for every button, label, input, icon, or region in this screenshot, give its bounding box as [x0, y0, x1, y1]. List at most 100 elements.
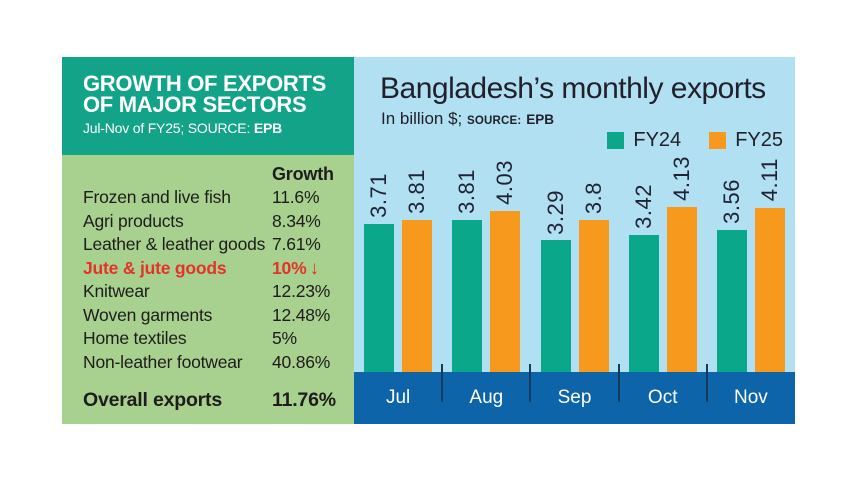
month-label-nov: Nov [734, 387, 768, 408]
bar-value-label: 3.29 [542, 189, 568, 235]
sector-growth-panel: GROWTH OF EXPORTS OF MAJOR SECTORS Jul-N… [62, 57, 354, 424]
bar-fy25 [754, 207, 785, 372]
chart-subtitle: In billion $; SOURCE: EPB [381, 109, 554, 129]
bar-fy24 [628, 235, 659, 372]
growth-value: 12.48% [272, 304, 331, 325]
bar-value-label: 4.13 [668, 155, 694, 201]
month-group-aug: 3.81 4.03 [442, 160, 530, 372]
table-header-row: Growth [83, 162, 344, 186]
bar-fy24 [364, 223, 395, 372]
chart-source: EPB [526, 112, 554, 127]
bar-fy25 [578, 220, 609, 372]
legend-item-fy25: FY25 [709, 129, 783, 152]
table-row: Home textiles 5% [83, 327, 344, 351]
bar-value-label: 3.81 [404, 168, 430, 214]
table-row: Jute & jute goods 10% ↓ [83, 257, 344, 281]
sector-panel-header: GROWTH OF EXPORTS OF MAJOR SECTORS Jul-N… [62, 57, 354, 155]
month-label-jul: Jul [385, 387, 411, 408]
bar-plot: 3.71 3.81 3.81 4.03 3.29 3.8 3.42 4.13 3.56 4.11 [354, 156, 795, 372]
table-row: Agri products 8.34% [83, 210, 344, 234]
table-row: Non-leather footwear 40.86% [83, 351, 344, 375]
bar-fy25 [666, 206, 697, 372]
sector-table-rows: Frozen and live fish 11.6% Agri products 8.… [83, 186, 344, 374]
bar-group: 3.56 [716, 178, 747, 372]
growth-value: 7.61% [272, 234, 321, 254]
chart-source-label: SOURCE: [467, 115, 522, 127]
bar-value-label: 3.81 [454, 168, 480, 214]
bar-fy24 [540, 240, 571, 372]
table-row: Frozen and live fish 11.6% [83, 186, 344, 210]
growth-column-header: Growth [272, 164, 334, 184]
month-group-oct: 3.42 4.13 [619, 156, 707, 372]
sector-panel-subtitle: Jul-Nov of FY25; SOURCE: EPB [83, 120, 340, 136]
sector-label: Frozen and live fish [83, 187, 231, 207]
growth-value: 11.6% [272, 187, 320, 207]
overall-exports-value: 11.76% [272, 389, 336, 411]
bar-group: 3.8 [578, 181, 609, 372]
chart-unit-label: In billion $; [381, 109, 463, 128]
legend-label: FY24 [633, 129, 682, 151]
growth-value: 40.86% [272, 351, 331, 372]
legend-label: FY25 [735, 129, 783, 151]
sector-label: Jute & jute goods [83, 257, 227, 278]
month-group-sep: 3.29 3.8 [530, 182, 618, 372]
month-label-sep: Sep [557, 387, 592, 408]
legend-swatch [709, 132, 727, 149]
sector-label: Knitwear [83, 281, 150, 301]
bar-group: 3.42 [628, 184, 659, 372]
month-label-aug: Aug [469, 387, 504, 408]
axis-tick [617, 364, 620, 402]
bar-value-label: 3.56 [718, 178, 744, 224]
sector-panel-source: EPB [253, 120, 283, 136]
bar-group: 3.29 [540, 189, 571, 372]
sector-label: Agri products [83, 210, 184, 231]
bar-group: 3.81 [452, 168, 483, 372]
bar-group: 3.81 [402, 168, 433, 372]
table-row: Knitwear 12.23% [83, 280, 344, 304]
bar-group: 3.71 [364, 172, 395, 372]
infographic: GROWTH OF EXPORTS OF MAJOR SECTORS Jul-N… [62, 57, 795, 424]
sector-label: Woven garments [83, 304, 213, 325]
table-row: Leather & leather goods 7.61% [83, 233, 344, 257]
bar-value-label: 3.71 [366, 172, 392, 218]
bar-fy24 [452, 219, 483, 372]
growth-value: 5% [272, 328, 297, 348]
bar-value-label: 4.11 [756, 158, 782, 202]
bar-group: 4.03 [490, 159, 521, 372]
bar-group: 4.11 [754, 158, 785, 372]
growth-value: 12.23% [272, 281, 331, 301]
overall-exports-row: Overall exports 11.76% [83, 387, 344, 413]
sector-label: Non-leather footwear [83, 351, 243, 372]
bar-value-label: 4.03 [492, 159, 518, 205]
month-label-oct: Oct [647, 387, 678, 408]
monthly-exports-chart: Bangladesh’s monthly exports In billion … [354, 57, 795, 424]
growth-value: 10% ↓ [272, 257, 319, 279]
sector-label: Leather & leather goods [83, 234, 266, 254]
axis-tick [441, 364, 444, 402]
sector-panel-title-line2: OF MAJOR SECTORS [83, 92, 307, 117]
down-arrow-icon: ↓ [309, 257, 319, 279]
chart-legend: FY24 FY25 [607, 129, 783, 152]
bar-fy25 [490, 210, 521, 372]
month-group-nov: 3.56 4.11 [707, 158, 795, 372]
month-group-jul: 3.71 3.81 [354, 169, 442, 372]
sector-label: Home textiles [83, 328, 187, 348]
table-row: Woven garments 12.48% [83, 304, 344, 328]
chart-title: Bangladesh’s monthly exports [380, 72, 766, 105]
legend-item-fy24: FY24 [607, 129, 681, 152]
bar-group: 4.13 [666, 155, 697, 372]
bar-value-label: 3.8 [580, 181, 606, 214]
sector-table: Growth Frozen and live fish 11.6% Agri pro… [62, 155, 354, 424]
bar-fy25 [402, 219, 433, 372]
overall-exports-label: Overall exports [83, 389, 222, 411]
bar-fy24 [716, 229, 747, 372]
axis-tick [529, 364, 532, 402]
month-axis: Jul Aug Sep Oct Nov [354, 364, 795, 424]
sector-panel-title: GROWTH OF EXPORTS OF MAJOR SECTORS [83, 71, 340, 117]
legend-swatch [607, 132, 625, 149]
sector-panel-subtitle-text: Jul-Nov of FY25; SOURCE: [83, 120, 251, 136]
axis-tick [705, 364, 708, 402]
growth-value: 8.34% [272, 210, 321, 231]
sector-panel-title-line1: GROWTH OF EXPORTS [83, 71, 327, 96]
